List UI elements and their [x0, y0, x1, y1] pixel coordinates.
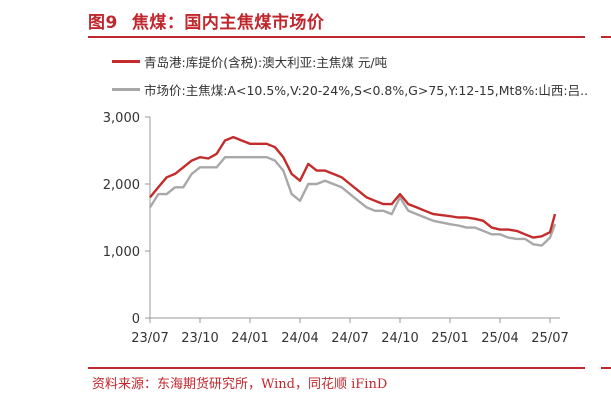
figure-title-row: 图9 焦煤：国内主焦煤市场价 — [88, 8, 324, 33]
x-ticks: 23/07 23/10 24/01 24/04 24/07 24/10 25/01 25/04… — [131, 318, 569, 346]
legend-swatch-gray — [112, 87, 140, 91]
y-tick-label: 3,000 — [103, 111, 140, 126]
series-lines — [148, 135, 557, 247]
x-tick-label: 23/07 — [131, 331, 168, 346]
x-tick-label: 23/10 — [181, 331, 218, 346]
y-tick-label: 2,000 — [103, 178, 140, 193]
legend-item-gray: 市场价:主焦煤:A<10.5%,V:20-24%,S<0.8%,G>75,Y:1… — [112, 80, 588, 98]
x-tick-label: 24/07 — [331, 331, 368, 346]
title-divider — [88, 36, 585, 38]
source-note: 资料来源：东海期货研究所，Wind，同花顺 iFinD — [92, 377, 388, 392]
x-tick-label: 24/01 — [231, 331, 268, 346]
x-tick-label: 25/07 — [531, 331, 568, 346]
legend-label-red: 青岛港:库提价(含税):澳大利亚:主焦煤 元/吨 — [144, 54, 388, 70]
source-divider — [88, 367, 585, 369]
legend-swatch-red — [112, 59, 140, 63]
x-tick-label: 24/10 — [381, 331, 418, 346]
legend-label-gray: 市场价:主焦煤:A<10.5%,V:20-24%,S<0.8%,G>75,Y:1… — [144, 82, 588, 98]
x-tick-label: 24/04 — [281, 331, 318, 346]
y-ticks: 0 1,000 2,000 3,000 — [103, 111, 150, 327]
neighbor-panel-edge-bottom — [601, 367, 611, 369]
x-tick-label: 25/04 — [481, 331, 518, 346]
series-line-qingdao-price — [149, 135, 557, 239]
legend-item-red: 青岛港:库提价(含税):澳大利亚:主焦煤 元/吨 — [112, 52, 588, 70]
y-tick-label: 1,000 — [103, 245, 140, 260]
x-tick-label: 25/01 — [431, 331, 468, 346]
y-tick-label: 0 — [132, 312, 140, 327]
figure-label: 图9 — [88, 13, 118, 33]
series-line-market-price — [148, 156, 557, 247]
neighbor-panel-edge-top — [601, 36, 611, 38]
chart-title: 焦煤：国内主焦煤市场价 — [131, 13, 325, 33]
